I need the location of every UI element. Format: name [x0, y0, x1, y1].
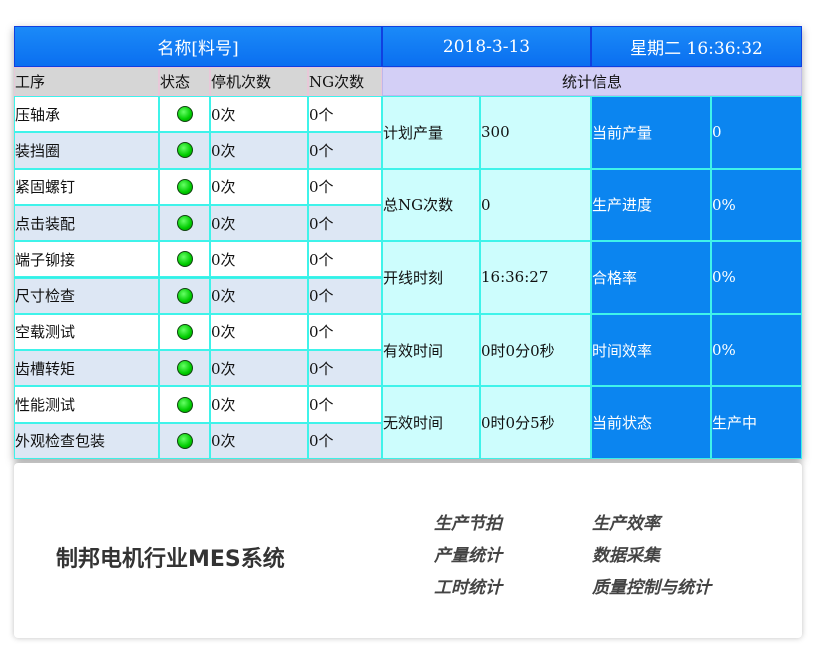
process-stops: 0次: [210, 168, 308, 205]
feature-item: 产量统计: [434, 546, 502, 566]
process-status: [159, 313, 210, 351]
status-ok-indicator-icon: [176, 178, 193, 195]
process-stops: 0次: [210, 422, 308, 459]
process-status: [159, 422, 210, 459]
stat-value: 0: [711, 96, 802, 169]
process-stops: 0次: [210, 277, 308, 314]
process-stops: 0次: [210, 313, 308, 351]
process-name: 端子铆接: [14, 241, 159, 278]
feature-item: 生产节拍: [434, 514, 502, 534]
status-ok-indicator-icon: [176, 251, 193, 268]
process-ng: 0个: [308, 350, 382, 387]
process-status: [159, 277, 210, 314]
stat-value: 0: [480, 168, 591, 242]
process-status: [159, 168, 210, 205]
status-ok-indicator-icon: [176, 396, 193, 413]
system-title: 制邦电机行业MES系统: [56, 547, 285, 572]
stat-label: 当前状态: [591, 386, 711, 459]
process-ng: 0个: [308, 96, 382, 133]
process-stops: 0次: [210, 241, 308, 278]
process-stops: 0次: [210, 132, 308, 169]
stat-value: 0%: [711, 168, 802, 242]
process-status: [159, 386, 210, 423]
process-name: 空载测试: [14, 313, 159, 351]
col-ng: NG次数: [308, 67, 382, 96]
process-ng: 0个: [308, 132, 382, 169]
col-process: 工序: [14, 67, 159, 96]
status-ok-indicator-icon: [176, 360, 193, 377]
name-header: 名称[料号]: [14, 26, 382, 67]
feature-item: 数据采集: [592, 546, 660, 566]
feature-item: 质量控制与统计: [592, 578, 711, 598]
process-ng: 0个: [308, 204, 382, 242]
process-name: 性能测试: [14, 386, 159, 423]
stat-value: 0%: [711, 241, 802, 314]
process-ng: 0个: [308, 168, 382, 205]
process-name: 尺寸检查: [14, 277, 159, 314]
process-name: 装挡圈: [14, 132, 159, 169]
status-ok-indicator-icon: [176, 142, 193, 159]
production-dashboard: 名称[料号] 2018-3-13 星期二 16:36:32 工序 状态 停机次数…: [14, 26, 802, 459]
status-ok-indicator-icon: [176, 432, 193, 449]
process-stops: 0次: [210, 350, 308, 387]
process-name: 压轴承: [14, 96, 159, 133]
stats-header: 统计信息: [382, 67, 802, 96]
date-display: 2018-3-13: [382, 26, 591, 67]
stat-label: 时间效率: [591, 313, 711, 387]
stat-label: 合格率: [591, 241, 711, 314]
process-stops: 0次: [210, 96, 308, 133]
col-status: 状态: [159, 67, 210, 96]
stat-value: 0%: [711, 313, 802, 387]
weekday-time-display: 星期二 16:36:32: [591, 26, 802, 67]
process-status: [159, 204, 210, 242]
status-ok-indicator-icon: [176, 106, 193, 123]
stat-value: 16:36:27: [480, 241, 591, 314]
feature-item: 生产效率: [592, 514, 660, 534]
process-status: [159, 350, 210, 387]
process-status: [159, 241, 210, 278]
stat-value: 生产中: [711, 386, 802, 459]
process-stops: 0次: [210, 204, 308, 242]
process-name: 点击装配: [14, 204, 159, 242]
process-status: [159, 96, 210, 133]
stat-label: 开线时刻: [382, 241, 480, 314]
stat-value: 0时0分5秒: [480, 386, 591, 459]
stat-label: 有效时间: [382, 313, 480, 387]
stat-label: 总NG次数: [382, 168, 480, 242]
status-ok-indicator-icon: [176, 287, 193, 304]
process-name: 齿槽转矩: [14, 350, 159, 387]
process-stops: 0次: [210, 386, 308, 423]
status-ok-indicator-icon: [176, 323, 193, 340]
stat-label: 计划产量: [382, 96, 480, 169]
process-status: [159, 132, 210, 169]
footer-card: 制邦电机行业MES系统 生产节拍 生产效率 产量统计 数据采集 工时统计 质量控…: [14, 463, 802, 638]
col-stops: 停机次数: [210, 67, 308, 96]
process-ng: 0个: [308, 386, 382, 423]
feature-item: 工时统计: [434, 578, 502, 598]
process-ng: 0个: [308, 422, 382, 459]
process-ng: 0个: [308, 277, 382, 314]
process-name: 外观检查包装: [14, 422, 159, 459]
stat-value: 300: [480, 96, 591, 169]
status-ok-indicator-icon: [176, 215, 193, 232]
stat-label: 生产进度: [591, 168, 711, 242]
stat-label: 无效时间: [382, 386, 480, 459]
stat-value: 0时0分0秒: [480, 313, 591, 387]
process-ng: 0个: [308, 241, 382, 278]
process-name: 紧固螺钉: [14, 168, 159, 205]
stat-label: 当前产量: [591, 96, 711, 169]
process-ng: 0个: [308, 313, 382, 351]
